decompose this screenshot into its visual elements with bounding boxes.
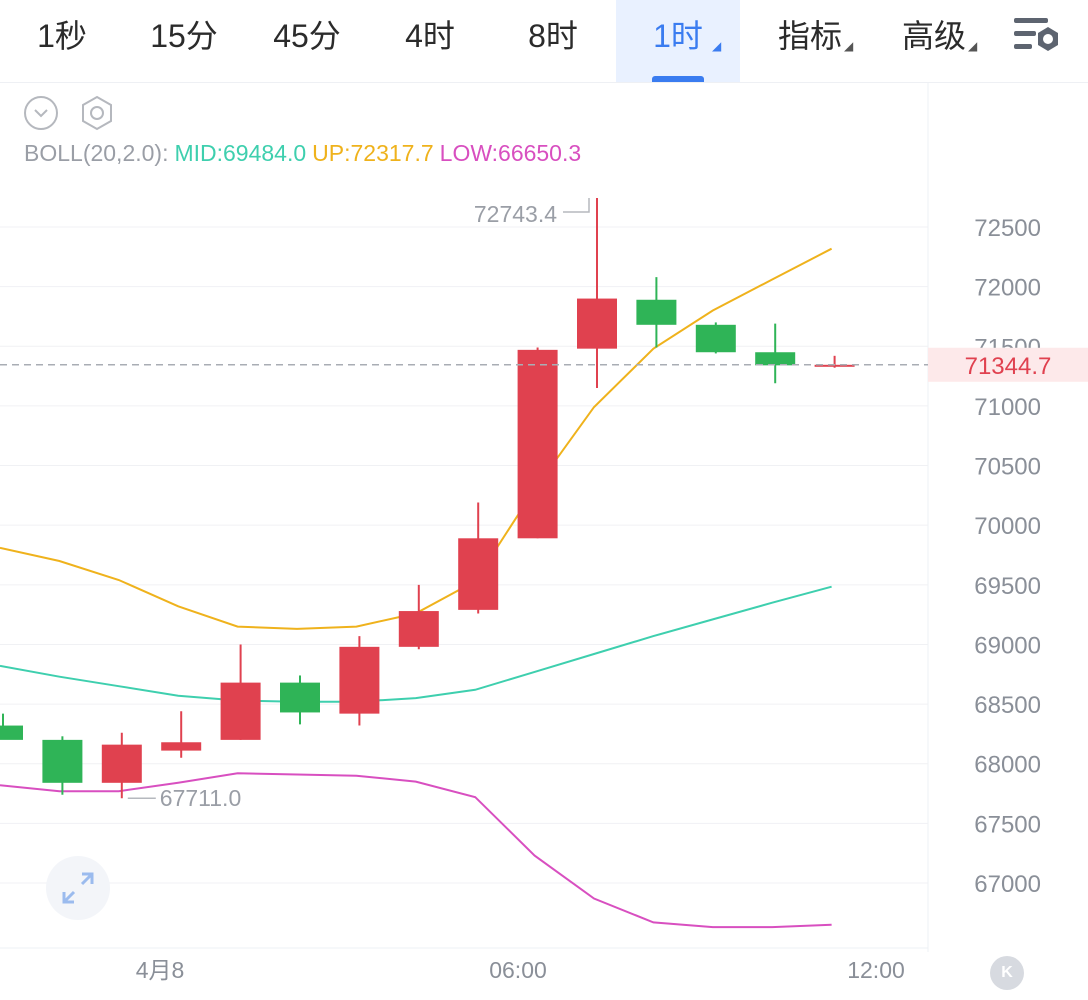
tab-1s[interactable]: 1秒	[20, 0, 104, 82]
tab-label: 1秒	[37, 18, 87, 54]
candle-down	[280, 682, 320, 713]
y-tick-label: 70500	[974, 454, 1041, 481]
tab-label: 高级	[901, 18, 966, 54]
boll-low-value: LOW:66650.3	[439, 140, 582, 166]
tab-4h[interactable]: 4时	[390, 0, 470, 82]
tab-label: 1时	[653, 18, 703, 54]
tab-15m[interactable]: 15分	[136, 0, 232, 82]
collapse-indicator-icon[interactable]	[24, 96, 58, 130]
dropdown-triangle-icon: ◢	[844, 39, 854, 53]
scroll-to-latest-icon[interactable]: K	[990, 956, 1024, 990]
boll-mid-line	[0, 585, 832, 703]
candle-up	[458, 538, 499, 610]
candle-down	[0, 725, 23, 740]
current-price-badge	[928, 347, 1088, 382]
y-tick-label: 70000	[974, 513, 1041, 540]
y-tick-label: 68000	[974, 752, 1041, 779]
y-tick-label: 67000	[974, 871, 1041, 898]
boll-up-line	[0, 247, 833, 630]
tab-1h[interactable]: 1时 ◢	[616, 0, 740, 82]
tab-8h[interactable]: 8时	[512, 0, 594, 82]
y-tick-label: 72000	[974, 275, 1041, 302]
boll-title: BOLL(20,2.0):	[24, 140, 169, 166]
tab-label: 8时	[528, 18, 578, 54]
y-tick-label: 71000	[974, 394, 1041, 421]
dropdown-triangle-icon: ◢	[712, 39, 722, 53]
y-tick-label: 69500	[974, 573, 1041, 600]
candle-down	[636, 299, 677, 325]
candle-up	[814, 364, 855, 367]
y-tick-label: 68500	[974, 692, 1041, 719]
high-price-label: 72743.4	[474, 201, 557, 227]
active-tab-indicator	[652, 76, 704, 82]
tab-label: 4时	[405, 18, 455, 54]
tab-label: 15分	[150, 18, 218, 54]
candle-down	[42, 739, 83, 783]
expand-chart-icon[interactable]	[46, 856, 110, 920]
candle-up	[220, 682, 261, 740]
y-tick-label: 72500	[974, 215, 1041, 242]
x-tick-label: 4月8	[136, 957, 185, 983]
candle-up	[517, 349, 558, 539]
tab-label: 45分	[273, 18, 341, 54]
y-tick-label: 69000	[974, 632, 1041, 659]
boll-up-value: UP:72317.7	[312, 140, 434, 166]
tab-indicators[interactable]: 指标 ◢	[760, 0, 860, 82]
candle-up	[161, 742, 202, 751]
candle-down	[755, 352, 796, 366]
boll-mid-value: MID:69484.0	[174, 140, 307, 166]
candle-up	[577, 298, 617, 349]
candle-up	[398, 611, 439, 647]
dropdown-triangle-icon: ◢	[968, 39, 978, 53]
candle-up	[339, 646, 380, 714]
timeframe-tabbar: 1秒 15分 45分 4时 8时 1时 ◢ 指标 ◢ 高级 ◢	[0, 0, 1088, 83]
x-tick-label: 06:00	[489, 957, 547, 983]
tab-45m[interactable]: 45分	[258, 0, 356, 82]
candle-down	[695, 324, 736, 353]
tab-label: 指标	[777, 18, 842, 54]
chart-settings-icon[interactable]	[1012, 14, 1062, 58]
boll-legend: BOLL(20,2.0): MID:69484.0 UP:72317.7 LOW:66…	[24, 140, 587, 167]
indicator-settings-icon[interactable]	[78, 94, 116, 132]
x-tick-label: 12:00	[847, 957, 905, 983]
high-marker-line	[563, 197, 590, 213]
candle-up	[101, 744, 142, 783]
low-price-label: 67711.0	[160, 785, 241, 811]
tab-advanced[interactable]: 高级 ◢	[884, 0, 984, 82]
y-tick-label: 67500	[974, 811, 1041, 838]
current-price-label: 71344.7	[965, 353, 1052, 380]
boll-low-line	[0, 772, 832, 929]
candlestick-chart[interactable]: 7250072000715007100070500700006950069000…	[0, 82, 1088, 1000]
